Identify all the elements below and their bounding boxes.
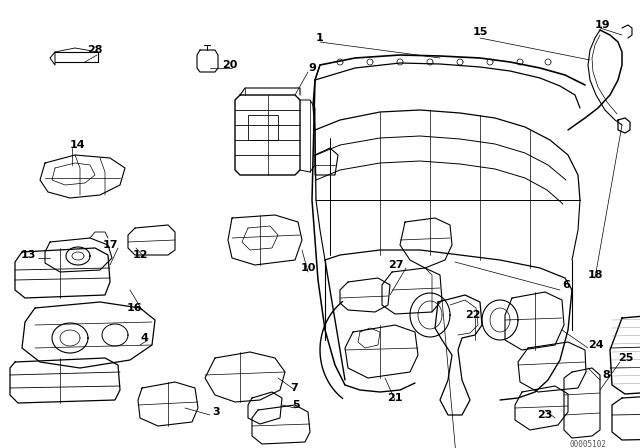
- Text: 5: 5: [292, 400, 300, 410]
- Text: 24: 24: [588, 340, 604, 350]
- Text: 17: 17: [102, 240, 118, 250]
- Text: 3: 3: [212, 407, 220, 417]
- Text: 25: 25: [618, 353, 634, 363]
- Text: 6: 6: [562, 280, 570, 290]
- Text: 16: 16: [126, 303, 142, 313]
- Text: 1: 1: [316, 33, 324, 43]
- Text: 13: 13: [20, 250, 36, 260]
- Text: 15: 15: [472, 27, 488, 37]
- Text: 20: 20: [222, 60, 237, 70]
- Text: 22: 22: [465, 310, 481, 320]
- Text: 9: 9: [308, 63, 316, 73]
- Text: 8: 8: [602, 370, 610, 380]
- Text: 14: 14: [70, 140, 86, 150]
- Text: 28: 28: [87, 45, 103, 55]
- Bar: [248, 115, 278, 140]
- Text: 12: 12: [132, 250, 148, 260]
- Text: 21: 21: [387, 393, 403, 403]
- Text: 7: 7: [291, 383, 298, 393]
- Text: 4: 4: [140, 333, 148, 343]
- Text: 10: 10: [300, 263, 316, 273]
- Text: 18: 18: [588, 270, 603, 280]
- Text: 00005102: 00005102: [570, 440, 607, 448]
- Text: 27: 27: [388, 260, 404, 270]
- Text: 19: 19: [594, 20, 610, 30]
- Text: 23: 23: [538, 410, 553, 420]
